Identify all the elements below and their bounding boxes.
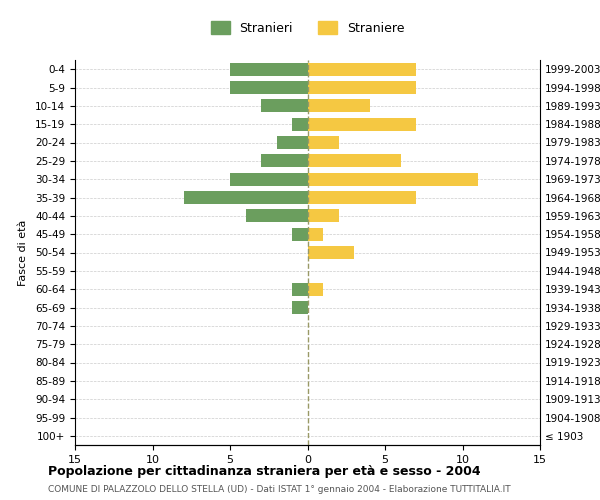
Bar [308, 191, 416, 204]
Bar [308, 210, 338, 222]
Bar [308, 154, 401, 167]
Legend: Stranieri, Straniere: Stranieri, Straniere [206, 16, 409, 40]
Bar [292, 118, 308, 130]
Y-axis label: Fasce di età: Fasce di età [18, 220, 28, 286]
Bar [308, 81, 416, 94]
Bar [261, 100, 308, 112]
Bar [308, 246, 354, 259]
Bar [308, 283, 323, 296]
Text: Popolazione per cittadinanza straniera per età e sesso - 2004: Popolazione per cittadinanza straniera p… [48, 465, 481, 478]
Bar [308, 173, 478, 186]
Bar [308, 100, 370, 112]
Text: COMUNE DI PALAZZOLO DELLO STELLA (UD) - Dati ISTAT 1° gennaio 2004 - Elaborazion: COMUNE DI PALAZZOLO DELLO STELLA (UD) - … [48, 485, 511, 494]
Bar [292, 283, 308, 296]
Bar [308, 63, 416, 76]
Bar [245, 210, 308, 222]
Bar [230, 63, 308, 76]
Bar [184, 191, 308, 204]
Bar [277, 136, 308, 149]
Bar [292, 228, 308, 240]
Bar [230, 173, 308, 186]
Bar [261, 154, 308, 167]
Bar [230, 81, 308, 94]
Bar [308, 118, 416, 130]
Bar [308, 136, 338, 149]
Bar [308, 228, 323, 240]
Bar [292, 301, 308, 314]
